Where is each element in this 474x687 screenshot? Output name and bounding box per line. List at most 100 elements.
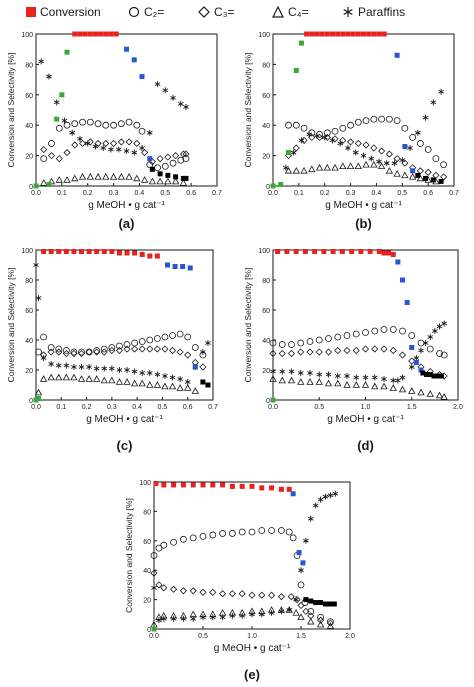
y-tick-label: 0 bbox=[266, 398, 270, 405]
conversion-point-red bbox=[350, 31, 356, 37]
paraffins-point bbox=[414, 129, 421, 136]
c3-point bbox=[102, 139, 110, 148]
paraffins-point bbox=[427, 334, 434, 340]
c2-point bbox=[385, 115, 393, 123]
c2-point bbox=[289, 534, 297, 542]
c4-point bbox=[70, 373, 78, 381]
c2-point bbox=[371, 327, 379, 335]
chart-panel-c: 0 20 40 60 80 100 0.0 0.1 0.2 0.3 0.4 0.5 0.6 0.7 Conv… bbox=[0, 236, 237, 458]
c3-point bbox=[179, 150, 187, 158]
conversion-point-red bbox=[390, 252, 396, 257]
conversion-point-red bbox=[239, 483, 245, 489]
chart-svg-b: 0 20 40 60 80 100 0.0 0.1 0.2 0.3 0.4 0.5 0.6 0.7 Conv… bbox=[243, 31, 459, 231]
c3-point bbox=[176, 348, 184, 356]
c4-point bbox=[133, 174, 141, 182]
c2-point bbox=[292, 121, 300, 129]
conversion-point-red bbox=[335, 31, 341, 37]
paraffins-point bbox=[63, 362, 70, 369]
conversion-point-red bbox=[92, 31, 98, 37]
c4-point bbox=[130, 379, 139, 387]
c4-point bbox=[315, 378, 323, 385]
conversion-point-red bbox=[358, 249, 364, 254]
x-tick-label: 0.2 bbox=[320, 190, 330, 197]
open-triangle-marker-icon bbox=[272, 6, 284, 18]
c2-point bbox=[248, 528, 256, 536]
c4-point bbox=[361, 381, 370, 388]
conversion-point-green bbox=[33, 183, 39, 189]
c3-point bbox=[297, 601, 305, 610]
data-points bbox=[150, 480, 339, 632]
c3-point bbox=[389, 346, 397, 355]
asterisk-marker-icon bbox=[343, 7, 353, 17]
conversion-point-black bbox=[438, 178, 444, 184]
c3-point bbox=[385, 150, 393, 158]
x-axis-label: g MeOH • g cat⁻¹ bbox=[327, 414, 404, 425]
c4-point bbox=[401, 171, 409, 179]
legend-c4: C₄= bbox=[272, 4, 309, 20]
paraffins-point bbox=[115, 146, 122, 153]
c3-point bbox=[378, 147, 386, 155]
y-tick-label: 0 bbox=[29, 398, 33, 405]
c2-point bbox=[285, 121, 292, 129]
c3-point bbox=[248, 591, 256, 599]
x-tick-label: 0.4 bbox=[135, 190, 145, 197]
c3-point bbox=[146, 345, 154, 353]
c3-point bbox=[277, 593, 285, 601]
c4-point bbox=[416, 174, 425, 182]
conversion-point-red bbox=[86, 249, 92, 254]
x-tick-label: 0.0 bbox=[31, 190, 41, 197]
c2-point bbox=[219, 530, 226, 537]
c2-point bbox=[125, 118, 133, 126]
conversion-point-green bbox=[298, 40, 304, 46]
c4-point bbox=[426, 390, 434, 397]
plot-frame bbox=[153, 481, 351, 630]
c4-point bbox=[385, 166, 394, 174]
c3-point bbox=[297, 348, 305, 356]
c2-point bbox=[71, 120, 79, 128]
c2-point bbox=[399, 327, 406, 335]
c3-point bbox=[287, 593, 295, 601]
c2-point bbox=[93, 347, 101, 354]
conversion-point-red bbox=[284, 249, 290, 254]
paraffins-point bbox=[108, 146, 114, 153]
legend-c3: C₃= bbox=[198, 4, 235, 20]
x-tick-label: 0.5 bbox=[397, 190, 407, 197]
conversion-point-black bbox=[438, 373, 444, 379]
x-tick-label: 0.5 bbox=[160, 190, 170, 197]
conversion-point-red bbox=[94, 249, 100, 254]
data-points bbox=[33, 249, 211, 403]
c3-point bbox=[306, 348, 314, 356]
c3-point bbox=[317, 616, 325, 624]
c4-point bbox=[140, 176, 149, 183]
c2-point bbox=[408, 332, 416, 339]
c4-point bbox=[287, 376, 296, 384]
panel-label: (c) bbox=[117, 438, 133, 453]
paraffins-point bbox=[77, 135, 83, 142]
c3-point bbox=[115, 346, 124, 355]
conversion-point-black bbox=[180, 175, 186, 181]
c2-point bbox=[161, 333, 169, 341]
y-tick-label: 60 bbox=[262, 93, 270, 100]
c3-point bbox=[440, 173, 448, 181]
plot-frame bbox=[35, 249, 214, 401]
c2-point bbox=[288, 341, 295, 348]
c4-point bbox=[316, 620, 325, 628]
paraffins-point bbox=[177, 376, 183, 382]
y-tick-label: 60 bbox=[25, 93, 33, 100]
c3-point bbox=[370, 144, 378, 152]
paraffins-point bbox=[71, 364, 77, 370]
legend: Conversion C₂= C₃= C₄= Paraffins bbox=[0, 0, 474, 26]
c3-point bbox=[172, 152, 180, 160]
c2-point bbox=[79, 118, 86, 126]
c4-point bbox=[346, 162, 355, 170]
paraffins-point bbox=[229, 612, 236, 619]
x-tick-label: 0.5 bbox=[198, 633, 208, 640]
c4-point bbox=[34, 388, 43, 396]
c3-point bbox=[347, 138, 355, 146]
c4-point bbox=[324, 379, 333, 387]
y-tick-label: 100 bbox=[21, 248, 33, 255]
conversion-point-blue bbox=[180, 264, 186, 269]
y-axis-label: Conversion and Selectivity [%] bbox=[243, 268, 253, 383]
conversion-point-blue bbox=[410, 168, 416, 174]
conversion-point-blue bbox=[400, 277, 405, 283]
